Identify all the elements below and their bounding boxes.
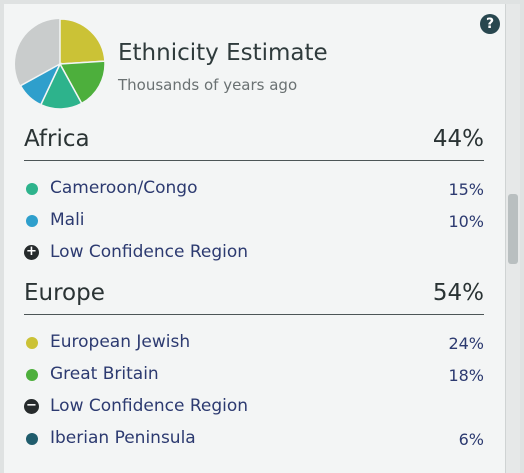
region-percent: 54% [432, 280, 484, 306]
color-dot [26, 337, 38, 349]
item-percent: 6% [458, 430, 484, 449]
region-name: Europe [24, 280, 105, 306]
item-percent: 15% [448, 180, 484, 199]
item-label: Cameroon/Congo [50, 178, 198, 198]
color-dot [26, 433, 38, 445]
item-label: Great Britain [50, 364, 159, 384]
ethnicity-pie [15, 18, 106, 110]
item-label: Mali [50, 210, 85, 230]
region-header[interactable]: Africa 44% [24, 126, 484, 161]
region-header[interactable]: Europe 54% [24, 280, 484, 315]
item-percent: 18% [448, 366, 484, 385]
item-percent: 10% [448, 212, 484, 231]
region-name: Africa [24, 126, 90, 152]
expand-icon[interactable]: − [24, 399, 39, 414]
pie-slice [58, 60, 106, 105]
pie-slice [19, 62, 62, 106]
pie-slice [59, 18, 106, 65]
item-label: Iberian Peninsula [50, 428, 196, 448]
scrollbar[interactable] [505, 4, 520, 473]
title: Ethnicity Estimate [118, 40, 328, 66]
ethnicity-panel: Ethnicity Estimate Thousands of years ag… [4, 4, 520, 473]
help-button[interactable]: ? [480, 14, 500, 34]
item-label: Low Confidence Region [50, 396, 249, 416]
color-dot [26, 215, 38, 227]
color-dot [26, 183, 38, 195]
region-percent: 44% [432, 126, 484, 152]
subtitle: Thousands of years ago [118, 76, 298, 94]
color-dot [26, 369, 38, 381]
scroll-thumb[interactable] [508, 194, 518, 264]
item-label: European Jewish [50, 332, 191, 352]
expand-icon[interactable]: + [24, 245, 39, 260]
item-percent: 24% [448, 334, 484, 353]
item-label: Low Confidence Region [50, 242, 249, 262]
